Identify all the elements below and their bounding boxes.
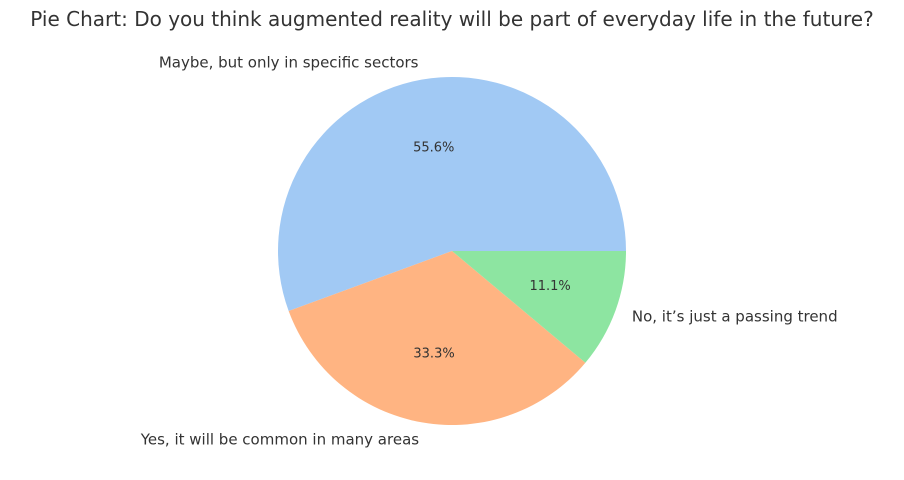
- slice-label-2: No, it’s just a passing trend: [632, 307, 838, 325]
- slice-label-1: Yes, it will be common in many areas: [140, 431, 420, 449]
- pie-slice-1: [288, 251, 586, 425]
- pie-slice-0: [277, 76, 626, 311]
- slice-label-0: Maybe, but only in specific sectors: [159, 54, 419, 72]
- chart-title: Pie Chart: Do you think augmented realit…: [30, 7, 874, 31]
- pie-slices: [277, 76, 626, 425]
- pie-labels: Maybe, but only in specific sectors 55.6%…: [140, 54, 838, 449]
- pie-slice-2: [452, 251, 626, 363]
- slice-percent-2: 11.1%: [529, 279, 570, 294]
- slice-percent-1: 33.3%: [413, 346, 454, 361]
- slice-percent-0: 55.6%: [413, 141, 454, 156]
